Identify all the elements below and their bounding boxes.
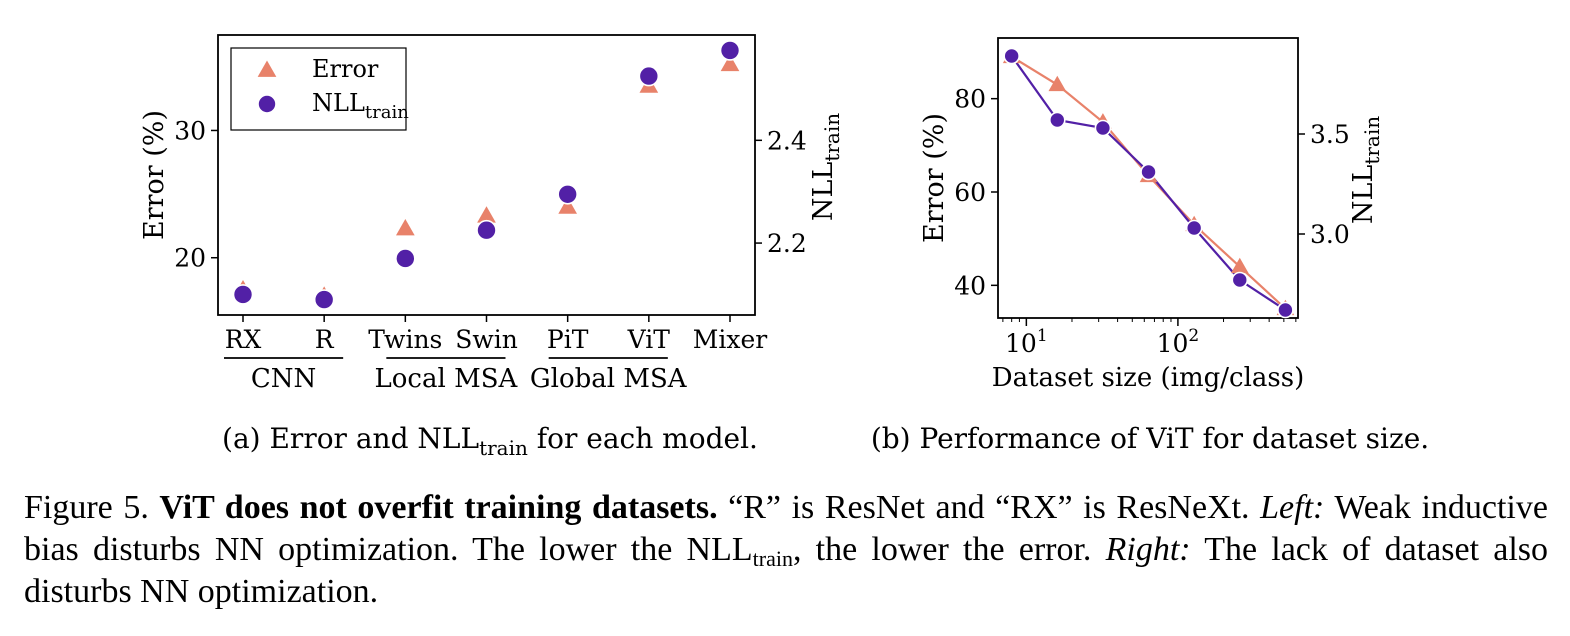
chart-a-nll-marker [719,40,741,61]
chart-b-left-tick-label: 60 [954,178,986,207]
chart-a-nll-marker [638,65,660,87]
caption-left-label: Left: [1260,489,1325,526]
chart-a-legend-box [230,47,407,131]
chart-a-legend: Error NLLtrain [230,47,409,131]
chart-a-x-tick-label: Mixer [693,325,767,354]
chart-a-x-tick-label: Swin [455,325,518,354]
chart-b-error-marker [1048,75,1067,92]
chart-a-x-tick-label: R [315,325,335,354]
chart-b-right-tick-label: 3.0 [1310,220,1350,249]
caption-text-4: The lack of dataset also disturbs NN opt… [24,531,1548,610]
chart-a-caption: (a) Error and NLLtrain for each model. [222,422,758,460]
chart-a-legend-nll-marker [257,94,277,114]
chart-a-nll-marker [232,284,254,305]
chart-a-right-tick-label: 2.4 [767,126,807,155]
chart-a-nll-marker [395,248,416,269]
figure-canvas: 20 30 2.2 2.4 RX R Twins Swin PiT ViT Mixer CNN Loca… [139,34,1429,460]
chart-a-group-label: CNN [251,364,316,394]
chart-b-nll-marker [1277,301,1294,319]
caption-nll: NLL [686,531,753,568]
chart-a-left-tick-label: 30 [174,116,206,145]
chart-a-x-tick-label: PiT [547,325,589,354]
chart-a-nll-marker [313,289,335,310]
figure-caption: Figure 5. ViT does not overfit training … [24,487,1548,613]
chart-a-x-tick-label: RX [225,325,262,354]
chart-b-x-tick-label: 101 [1005,326,1048,358]
chart-b-nll-marker [1003,47,1020,65]
chart-b-nll-marker [1231,271,1249,289]
chart-a-error-marker [395,218,415,236]
chart-a-nll-marker [557,183,578,205]
chart-b-nll-marker [1185,219,1203,237]
caption-bold: ViT does not overfit training datasets. [159,489,718,526]
chart-b-nll-marker [1094,119,1112,137]
chart-a-nll-marker [476,219,497,241]
chart-a-group-label: Global MSA [530,364,688,394]
caption-right-label: Right: [1105,531,1191,568]
chart-b-x-tick-label: 102 [1157,326,1200,358]
chart-a-legend-error-label: Error [312,55,379,83]
chart-b-nll-marker [1140,163,1157,181]
chart-b: 40 60 80 3.0 3.5 101 102 Dataset size (img/clas… [871,37,1429,455]
chart-b-nll-marker [1048,111,1066,129]
chart-a-error-marker [720,54,740,72]
caption-prefix: Figure 5. [24,489,160,526]
chart-b-error-marker [1230,257,1249,274]
chart-b-ylabel-right: NLLtrain [1348,116,1384,224]
chart-b-left-tick-label: 80 [954,85,986,114]
chart-a-ylabel-left: Error (%) [139,110,170,240]
caption-text-1: “R” is ResNet and “RX” is ResNeXt. [717,489,1261,526]
chart-a-error-marker [477,206,496,223]
chart-b-ylabel-left: Error (%) [919,113,950,243]
chart-a-legend-error-marker [257,60,277,77]
chart-a-error-marker [558,197,578,214]
chart-b-caption: (b) Performance of ViT for dataset size. [871,422,1429,455]
chart-a-legend-nll-label: NLLtrain [312,89,409,123]
chart-b-left-tick-label: 40 [954,271,986,300]
caption-text-2: Weak inductive bias disturbs NN optimiza… [24,489,1548,568]
chart-a-x-tick-label: Twins [368,325,442,354]
chart-a: 20 30 2.2 2.4 RX R Twins Swin PiT ViT Mixer CNN Loca… [139,34,844,460]
chart-a-group-label: Local MSA [375,364,519,394]
caption-nll-sub: train [752,546,793,571]
chart-a-left-tick-label: 20 [174,244,206,273]
chart-b-right-tick-label: 3.5 [1310,120,1350,149]
chart-b-xlabel: Dataset size (img/class) [992,363,1304,393]
chart-b-frame [997,37,1299,319]
caption-text-3: , the lower the error. [792,531,1106,568]
chart-a-right-tick-label: 2.2 [767,229,807,258]
chart-a-x-tick-label: ViT [627,325,671,354]
chart-a-ylabel-right: NLLtrain [808,113,844,221]
